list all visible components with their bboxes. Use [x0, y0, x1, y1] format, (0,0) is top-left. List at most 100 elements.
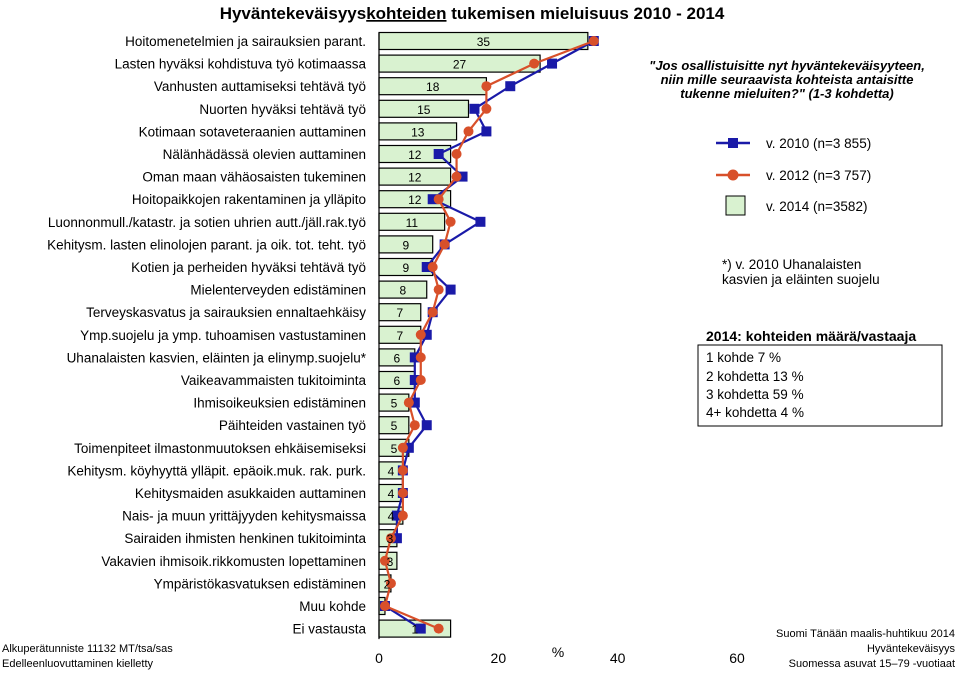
category-label: Kehitysmaiden asukkaiden auttaminen: [135, 486, 366, 501]
count-box-line: 3 kohdetta 59 %: [706, 387, 804, 402]
bar-value-label: 3: [387, 532, 394, 546]
legend-2010-label: v. 2010 (n=3 855): [766, 136, 871, 151]
count-box-line: 4+ kohdetta 4 %: [706, 405, 804, 420]
point-2012: [433, 623, 444, 634]
x-tick-label: 0: [375, 650, 383, 666]
point-2012: [427, 262, 438, 272]
bar-value-label: 13: [411, 125, 425, 139]
point-2010: [481, 126, 492, 137]
bar-value-label: 6: [394, 374, 401, 388]
value-labels: 35 27 18 15 13 12 12 12 11 9 9 8 7 7 6 6 5 5 5 4 4 4 3 3 2 1: [384, 35, 491, 637]
bar-value-label: 18: [426, 80, 440, 94]
point-2012: [433, 284, 444, 295]
category-label: Vanhusten auttamiseksi tehtävä työ: [154, 79, 366, 94]
category-label: Kotien ja perheiden hyväksi tehtävä työ: [131, 260, 366, 275]
point-2012: [445, 216, 456, 227]
point-2012: [397, 465, 408, 476]
category-label: Ei vastausta: [292, 622, 366, 637]
respondent-count-box: 2014: kohteiden määrä/vastaaja 1 kohde 7…: [697, 328, 943, 427]
question-line-3: tukenne mieluiten?" (1-3 kohdetta): [680, 86, 893, 101]
category-label: Kehitysm. köyhyyttä ylläpit. epäoik.muk.…: [67, 463, 366, 478]
bar-value-label: 12: [408, 193, 422, 207]
bar-value-label: 27: [453, 58, 467, 72]
count-box-title: 2014: kohteiden määrä/vastaaja: [706, 328, 916, 344]
point-2012: [451, 171, 462, 182]
category-label: Luonnonmull./katastr. ja sotien uhrien a…: [48, 215, 366, 230]
category-label: Kehitysm. lasten elinolojen parant. ja o…: [47, 237, 366, 252]
point-2012: [463, 126, 474, 137]
bar-value-label: 4: [388, 487, 395, 501]
category-label: Hoitopaikkojen rakentaminen ja ylläpito: [132, 192, 366, 207]
question-line-1: "Jos osallistuisitte nyt hyväntekeväisyy…: [649, 58, 925, 73]
line-2010: [384, 605, 422, 630]
category-label: Terveyskasvatus ja sairauksien ennaltaeh…: [86, 305, 366, 320]
bar-value-label: 15: [417, 103, 431, 117]
legend: v. 2010 (n=3 855) v. 2012 (n=3 757) v. 2…: [716, 136, 871, 216]
point-2012: [481, 103, 492, 114]
bar-group: [378, 31, 589, 638]
category-label: Mielenterveyden edistäminen: [190, 283, 366, 298]
chart-title: Hyväntekeväisyyskohteiden tukemisen miel…: [220, 4, 725, 23]
point-2012: [397, 510, 408, 521]
category-label: Ymp.suojelu ja ymp. tuhoamisen vastustam…: [80, 328, 366, 343]
point-2012: [385, 533, 396, 544]
category-label: Ympäristökasvatuksen edistäminen: [154, 576, 366, 591]
source-left-2: Edelleenluovuttaminen kielletty: [2, 658, 154, 670]
category-label: Kotimaan sotaveteraanien auttaminen: [139, 124, 366, 139]
x-axis: 0 20 40 60: [375, 33, 745, 666]
category-label: Päihteiden vastainen työ: [219, 418, 366, 433]
legend-2014-label: v. 2014 (n=3582): [766, 199, 867, 214]
bar-value-label: 8: [400, 284, 407, 298]
bar-value-label: 12: [408, 148, 422, 162]
source-right-1: Suomi Tänään maalis-huhtikuu 2014: [776, 628, 955, 640]
point-2010: [415, 623, 426, 634]
point-2012: [529, 58, 540, 69]
bar-value-label: 2: [384, 577, 391, 591]
point-2010: [433, 149, 444, 159]
x-axis-label: %: [552, 644, 564, 660]
line-group: [379, 36, 599, 634]
point-2012: [415, 352, 426, 363]
point-2012: [397, 488, 408, 498]
category-label: Lasten hyväksi kohdistuva työ kotimaassa: [115, 57, 367, 72]
bar-value-label: 5: [391, 397, 398, 411]
legend-2012-marker: [727, 169, 739, 181]
category-label: Ihmisoikeuksien edistäminen: [193, 396, 366, 411]
note-line-1: *) v. 2010 Uhanalaisten: [722, 257, 861, 272]
bar-value-label: 5: [391, 419, 398, 433]
point-2012: [379, 601, 390, 611]
point-2010: [427, 194, 438, 205]
point-2010: [421, 329, 432, 340]
category-label: Hoitomenetelmien ja sairauksien parant.: [125, 34, 366, 49]
point-2010: [403, 442, 414, 453]
x-tick-label: 20: [491, 650, 507, 666]
point-2012: [415, 375, 426, 385]
source-right-2: Hyväntekeväisyys: [867, 643, 956, 655]
point-2012: [427, 307, 438, 318]
note-line-2: kasvien ja eläinten suojelu: [722, 272, 880, 287]
point-2012: [385, 578, 396, 589]
category-label: Toimenpiteet ilmastonmuutoksen ehkäisemi…: [74, 441, 366, 456]
category-label: Oman maan vähäosaisten tukeminen: [142, 170, 366, 185]
point-2012: [379, 555, 390, 566]
bar-value-label: 9: [403, 261, 410, 275]
bar-value-label: 1: [411, 623, 418, 637]
legend-2012-label: v. 2012 (n=3 757): [766, 168, 871, 183]
bar-value-label: 5: [391, 442, 398, 456]
source-left-1: Alkuperätunniste 11132 MT/tsa/sas: [2, 643, 173, 655]
bar-value-label: 9: [403, 238, 410, 252]
point-2010: [445, 284, 456, 295]
x-tick-label: 40: [610, 650, 626, 666]
point-2010: [421, 262, 432, 272]
point-2010: [505, 81, 516, 92]
category-label: Uhanalaisten kasvien, eläinten ja elinym…: [67, 350, 367, 365]
category-labels: Hoitomenetelmien ja sairauksien parant. L…: [47, 34, 367, 637]
category-label: Vaikeavammaisten tukitoiminta: [181, 373, 367, 388]
point-2012: [439, 239, 450, 250]
point-2012: [397, 442, 408, 453]
point-2010: [409, 397, 420, 408]
point-2010: [409, 375, 420, 385]
point-2012: [451, 149, 462, 159]
point-2010: [391, 533, 402, 544]
legend-2010-marker: [728, 138, 738, 148]
